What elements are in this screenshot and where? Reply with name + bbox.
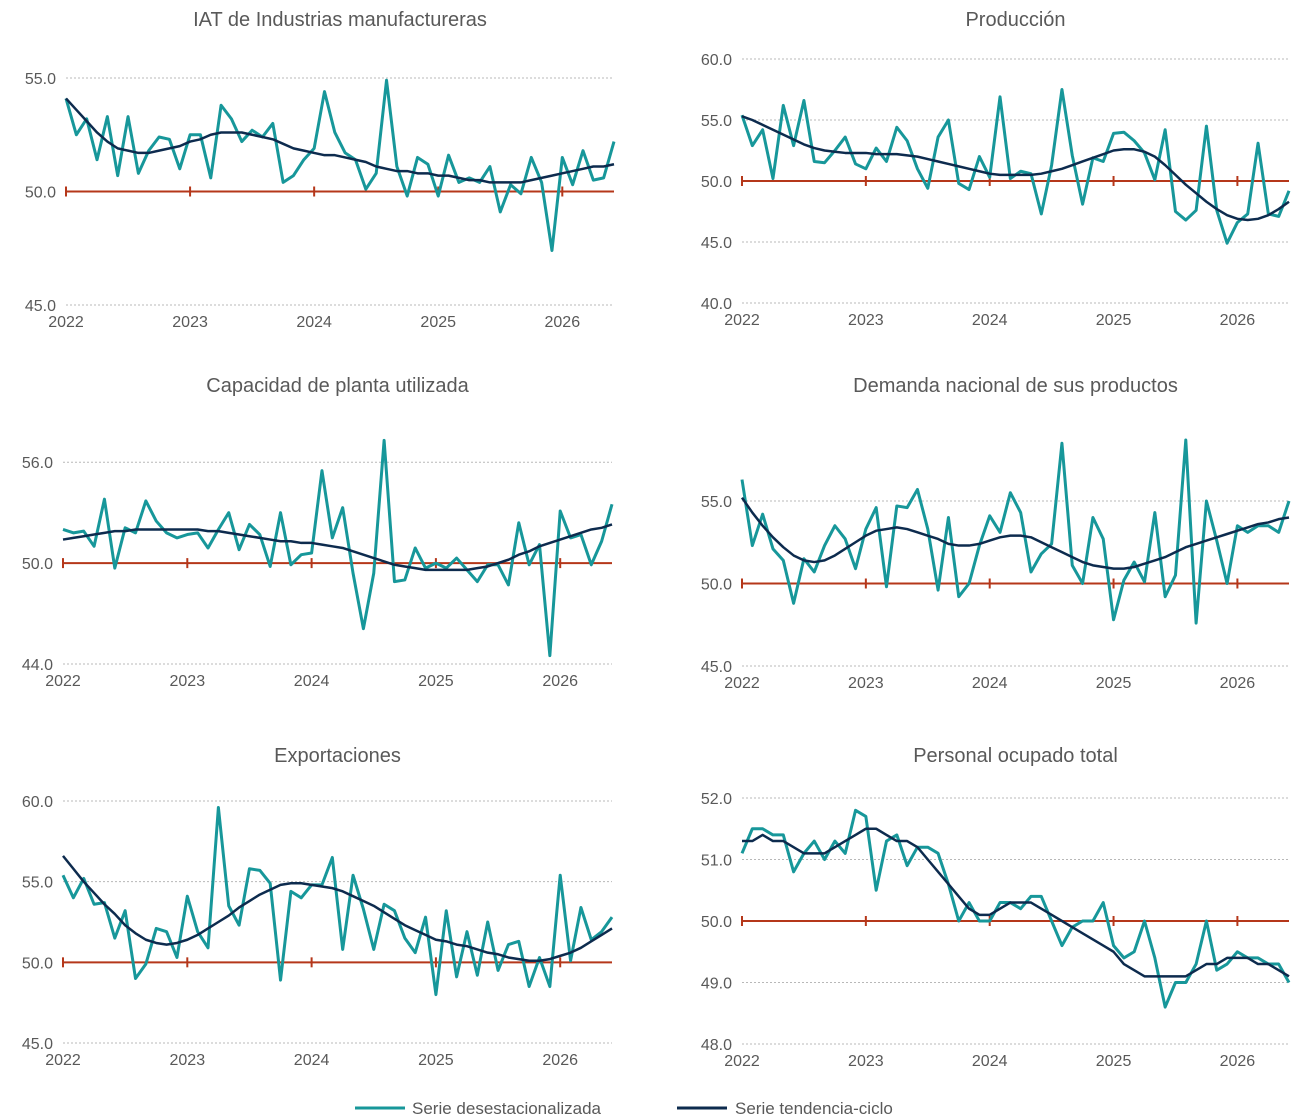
x-tick-label: 2026 [542,1052,578,1069]
series-line [61,805,614,997]
y-tick-label: 52.0 [701,791,732,808]
x-tick-label: 2022 [724,675,760,692]
x-tick-label: 2024 [296,314,332,331]
chart-title: Personal ocupado total [913,745,1118,767]
legend: Serie desestacionalizada Serie tendencia… [355,1099,893,1118]
chart-title: IAT de Industrias manufactureras [193,9,487,31]
x-tick-label: 2023 [170,1052,206,1069]
series-line [62,438,614,658]
x-tick-label: 2025 [1096,675,1132,692]
series-line [740,496,1290,570]
x-tick-label: 2025 [418,673,454,690]
x-tick-label: 2025 [418,1052,454,1069]
series-line [62,855,613,962]
y-tick-label: 50.0 [701,577,732,594]
x-tick-label: 2023 [848,312,884,329]
y-tick-label: 55.0 [701,113,732,130]
x-tick-label: 2023 [172,314,208,331]
y-tick-label: 60.0 [22,794,53,811]
x-tick-label: 2026 [1220,675,1256,692]
legend-label: Serie desestacionalizada [412,1099,602,1118]
y-tick-label: 50.0 [701,914,732,931]
y-tick-label: 51.0 [701,853,732,870]
series-line [740,808,1291,1009]
series-line [65,97,615,184]
y-tick-label: 55.0 [25,71,56,88]
y-tick-label: 49.0 [701,976,732,993]
series-line [740,88,1291,245]
series-line [62,523,613,572]
x-tick-label: 2022 [45,673,81,690]
series-line [741,115,1290,222]
y-tick-label: 45.0 [25,298,56,315]
x-tick-label: 2024 [294,1052,330,1069]
x-tick-label: 2026 [1220,312,1256,329]
y-tick-label: 45.0 [701,659,732,676]
x-tick-label: 2022 [48,314,84,331]
x-tick-label: 2024 [972,1053,1008,1070]
y-tick-label: 55.0 [22,875,53,892]
x-tick-label: 2022 [45,1052,81,1069]
y-tick-label: 50.0 [22,556,53,573]
y-tick-label: 50.0 [22,955,53,972]
x-tick-label: 2023 [848,675,884,692]
x-tick-label: 2025 [420,314,456,331]
x-tick-label: 2022 [724,312,760,329]
x-tick-label: 2022 [724,1053,760,1070]
y-tick-label: 55.0 [701,494,732,511]
x-tick-label: 2023 [848,1053,884,1070]
x-tick-label: 2024 [294,673,330,690]
series-line [64,78,616,253]
y-tick-label: 50.0 [25,185,56,202]
y-tick-label: 60.0 [701,52,732,69]
x-tick-label: 2025 [1096,312,1132,329]
x-tick-label: 2026 [542,673,578,690]
x-tick-label: 2024 [972,675,1008,692]
chart-title: Producción [965,9,1065,31]
legend-label: Serie tendencia-ciclo [735,1099,893,1118]
x-tick-label: 2026 [1220,1053,1256,1070]
y-tick-label: 40.0 [701,296,732,313]
y-tick-label: 50.0 [701,174,732,191]
y-tick-label: 48.0 [701,1037,732,1054]
series-line [742,827,1290,978]
chart-title: Capacidad de planta utilizada [206,375,469,397]
chart-title: Exportaciones [274,745,401,767]
x-tick-label: 2024 [972,312,1008,329]
y-tick-label: 45.0 [701,235,732,252]
y-tick-label: 45.0 [22,1036,53,1053]
chart-title: Demanda nacional de sus productos [853,375,1178,397]
y-tick-label: 56.0 [22,455,53,472]
y-tick-label: 44.0 [22,657,53,674]
x-tick-label: 2025 [1096,1053,1132,1070]
series-line [740,438,1291,625]
x-tick-label: 2023 [170,673,206,690]
x-tick-label: 2026 [545,314,581,331]
